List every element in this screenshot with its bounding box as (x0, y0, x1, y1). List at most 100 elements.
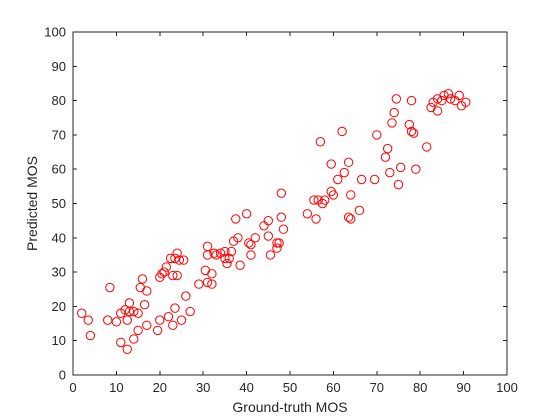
x-tick-label: 80 (413, 380, 427, 395)
data-point (309, 195, 319, 205)
data-point (276, 212, 287, 222)
y-tick-label: 10 (52, 333, 66, 348)
y-tick-label: 20 (52, 299, 66, 314)
data-points (76, 89, 471, 354)
data-point (311, 214, 321, 224)
data-point (168, 320, 178, 330)
data-point (170, 253, 180, 264)
data-point (404, 119, 415, 130)
y-tick-label: 50 (52, 196, 66, 211)
y-axis-label: Predicted MOS (24, 156, 40, 251)
data-point (326, 159, 336, 169)
y-tick-label: 0 (59, 368, 66, 383)
data-point (250, 233, 260, 243)
data-point (157, 269, 167, 279)
data-point (165, 253, 176, 264)
data-point (211, 250, 221, 260)
data-point (411, 164, 421, 174)
data-point (461, 97, 471, 108)
data-point (116, 337, 126, 348)
data-point (161, 262, 172, 272)
data-point (122, 344, 132, 354)
data-point (343, 157, 354, 168)
data-point (337, 126, 347, 137)
data-point (263, 215, 273, 226)
data-point (207, 269, 217, 279)
data-point (120, 305, 130, 315)
y-tick-label: 80 (52, 93, 66, 108)
x-tick-label: 30 (196, 380, 210, 395)
x-tick-label: 90 (456, 380, 470, 395)
data-point (163, 311, 174, 322)
data-point (142, 286, 152, 296)
x-tick-label: 20 (153, 380, 167, 395)
data-point (454, 90, 464, 101)
data-point (263, 231, 273, 241)
data-point (209, 248, 219, 258)
data-point (276, 188, 287, 198)
data-point (346, 190, 356, 200)
data-point (155, 315, 165, 325)
data-point (129, 306, 139, 317)
data-point (224, 253, 234, 264)
data-point (220, 253, 230, 264)
data-point (194, 279, 204, 289)
data-point (235, 260, 245, 270)
data-point (354, 205, 365, 216)
axis-tick-labels: 0 10 20 30 40 50 60 70 80 90 100 0 10 20 30 40 50 60 70 80 9… (44, 25, 518, 396)
data-point (406, 126, 417, 137)
data-point (272, 238, 282, 248)
data-point (181, 291, 191, 301)
data-point (356, 174, 367, 185)
data-point (343, 212, 354, 222)
x-tick-label: 50 (283, 380, 297, 395)
data-point (122, 315, 132, 325)
data-point (422, 142, 432, 152)
data-point (278, 224, 289, 234)
data-point (339, 167, 349, 178)
data-point (202, 277, 213, 288)
x-tick-label: 10 (109, 380, 123, 395)
data-point (246, 239, 256, 250)
data-point (207, 279, 217, 289)
data-point (168, 270, 178, 281)
data-point (333, 174, 343, 185)
data-point (178, 255, 189, 265)
data-point (142, 320, 152, 330)
data-point (231, 214, 241, 224)
data-point (241, 209, 252, 219)
data-point (302, 209, 313, 219)
data-point (445, 94, 456, 104)
data-point (406, 95, 417, 106)
data-point (443, 89, 454, 99)
data-point (389, 107, 399, 118)
data-point (395, 162, 406, 173)
data-point (272, 243, 282, 253)
data-point (346, 214, 356, 224)
data-point (137, 274, 148, 284)
data-point (133, 308, 143, 318)
data-point (111, 317, 122, 327)
data-point (159, 267, 169, 277)
data-point (170, 303, 180, 313)
x-tick-label: 100 (496, 380, 518, 395)
data-point (385, 167, 395, 178)
data-point (226, 246, 237, 257)
y-tick-label: 70 (52, 127, 66, 142)
x-tick-label: 0 (69, 380, 76, 395)
data-point (408, 128, 419, 138)
data-point (369, 174, 380, 185)
x-tick-label: 60 (326, 380, 340, 395)
data-point (387, 118, 397, 128)
data-point (129, 334, 139, 344)
data-point (265, 250, 276, 260)
plot-area (73, 32, 507, 375)
y-tick-label: 30 (52, 265, 66, 280)
data-point (391, 94, 402, 104)
y-tick-label: 60 (52, 162, 66, 177)
x-tick-label: 70 (370, 380, 384, 395)
data-point (233, 233, 243, 243)
data-point (124, 306, 135, 317)
data-point (176, 315, 187, 325)
